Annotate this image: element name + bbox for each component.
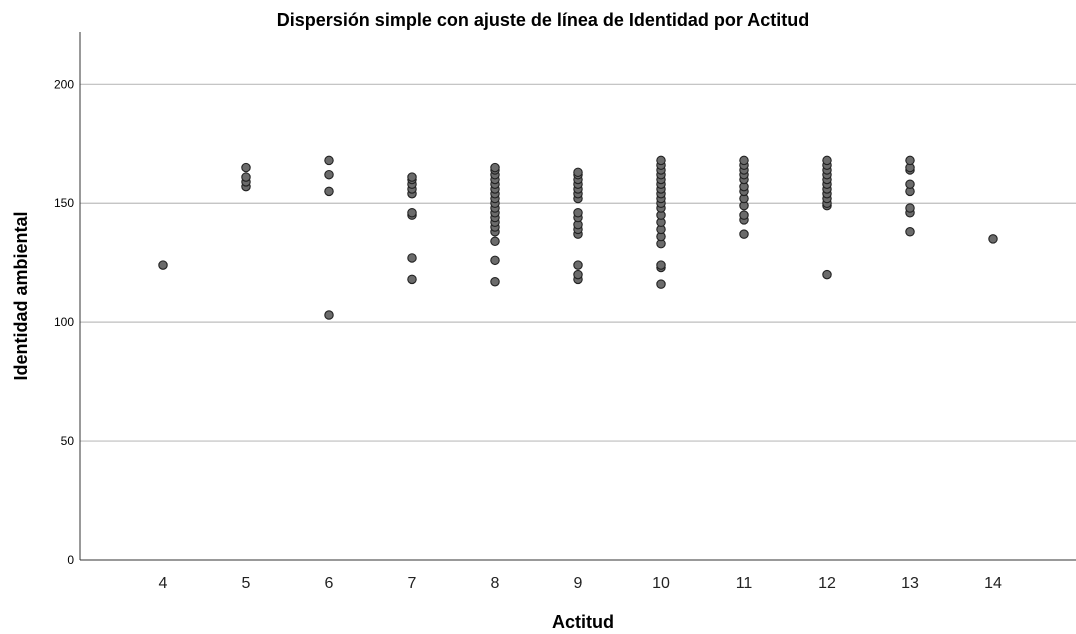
data-point — [905, 227, 915, 237]
data-point — [739, 210, 749, 220]
data-point — [324, 186, 334, 197]
data-point — [656, 279, 666, 289]
data-point — [241, 172, 251, 182]
data-point — [158, 260, 168, 270]
data-point — [573, 269, 583, 280]
data-point — [573, 208, 583, 218]
x-tick-label: 6 — [325, 575, 334, 592]
data-point — [407, 274, 417, 285]
x-tick-label: 7 — [408, 575, 417, 592]
x-tick-label: 11 — [736, 575, 753, 592]
data-point — [490, 276, 500, 287]
x-tick-label: 8 — [491, 575, 500, 592]
data-point — [905, 155, 915, 166]
x-tick-label: 13 — [901, 575, 919, 592]
data-point — [573, 167, 583, 178]
y-tick-label: 200 — [54, 77, 74, 91]
data-point — [241, 162, 251, 173]
x-tick-labels: 4 5 6 7 8 9 10 11 12 13 14 — [159, 575, 1002, 592]
x-tick-label: 4 — [159, 575, 168, 592]
data-point — [573, 260, 583, 270]
x-tick-label: 5 — [242, 575, 251, 592]
data-point — [324, 169, 334, 180]
data-point — [490, 162, 500, 173]
data-point — [324, 155, 334, 166]
data-point — [656, 260, 666, 270]
data-point — [822, 155, 832, 166]
data-point — [739, 155, 749, 166]
data-point — [407, 253, 417, 263]
y-tick-labels: 0 50 100 150 200 — [54, 77, 74, 567]
gridlines — [80, 83, 1076, 442]
data-point — [490, 236, 500, 247]
data-point — [490, 255, 500, 266]
x-tick-label: 14 — [984, 575, 1002, 592]
data-point — [988, 234, 998, 244]
data-point — [656, 155, 666, 166]
data-point — [822, 269, 832, 280]
x-tick-label: 12 — [818, 575, 836, 592]
data-point — [407, 172, 417, 182]
chart-title: Dispersión simple con ajuste de línea de… — [277, 10, 809, 30]
y-tick-label: 50 — [61, 434, 75, 448]
data-point — [407, 208, 417, 218]
y-tick-label: 100 — [54, 315, 74, 329]
y-tick-label: 150 — [54, 196, 74, 210]
y-tick-label: 0 — [67, 553, 74, 567]
data-point — [905, 179, 915, 189]
data-points — [158, 155, 998, 320]
x-tick-label: 9 — [574, 575, 583, 592]
y-axis-title: Identidad ambiental — [11, 211, 31, 380]
data-point — [739, 229, 749, 239]
data-point — [905, 203, 915, 213]
x-tick-label: 10 — [652, 575, 670, 592]
data-point — [324, 310, 334, 320]
x-axis-title: Actitud — [552, 612, 614, 632]
